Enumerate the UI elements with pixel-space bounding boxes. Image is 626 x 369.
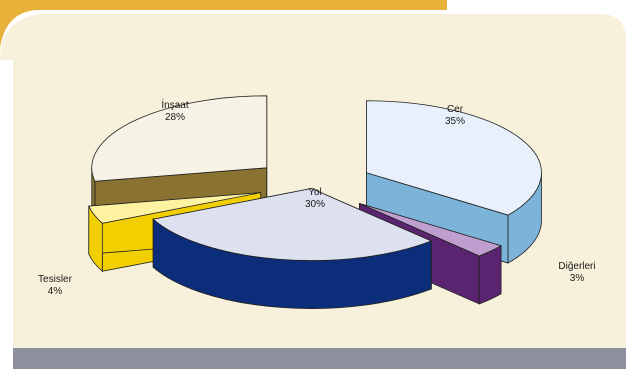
pie-slice-top <box>366 100 542 216</box>
slice-label: Yol <box>308 187 322 198</box>
slice-label: Diğerleri <box>558 261 595 272</box>
slice-label: İnşaat <box>161 98 188 111</box>
orange-accent-tab <box>0 0 447 48</box>
slice-value-label: 4% <box>48 286 63 297</box>
pie-slices <box>88 95 542 309</box>
pie-slice-top <box>359 203 503 257</box>
bottom-band <box>13 348 626 369</box>
pie-slice-top <box>91 95 268 182</box>
slice-value-label: 30% <box>305 199 325 210</box>
pie-slice-yol <box>152 187 433 309</box>
pie-slice-top <box>88 192 261 224</box>
pie-slice-top <box>152 188 433 261</box>
slice-value-label: 28% <box>165 112 185 123</box>
slice-label: Tesisler <box>38 274 73 285</box>
slice-value-label: 3% <box>570 273 585 284</box>
slice-value-label: 35% <box>445 116 465 127</box>
slice-label: Cer <box>447 104 464 115</box>
